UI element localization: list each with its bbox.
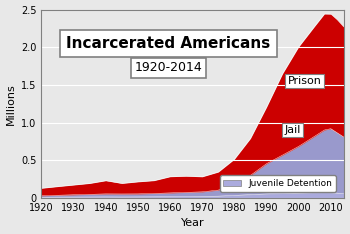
X-axis label: Year: Year bbox=[181, 219, 204, 228]
Y-axis label: Millions: Millions bbox=[6, 83, 15, 125]
Text: 1920-2014: 1920-2014 bbox=[134, 62, 202, 74]
Text: Incarcerated Americans: Incarcerated Americans bbox=[66, 36, 271, 51]
Text: Prison: Prison bbox=[287, 76, 321, 86]
Text: Jail: Jail bbox=[284, 125, 301, 135]
Legend: Juvenile Detention: Juvenile Detention bbox=[220, 176, 336, 192]
